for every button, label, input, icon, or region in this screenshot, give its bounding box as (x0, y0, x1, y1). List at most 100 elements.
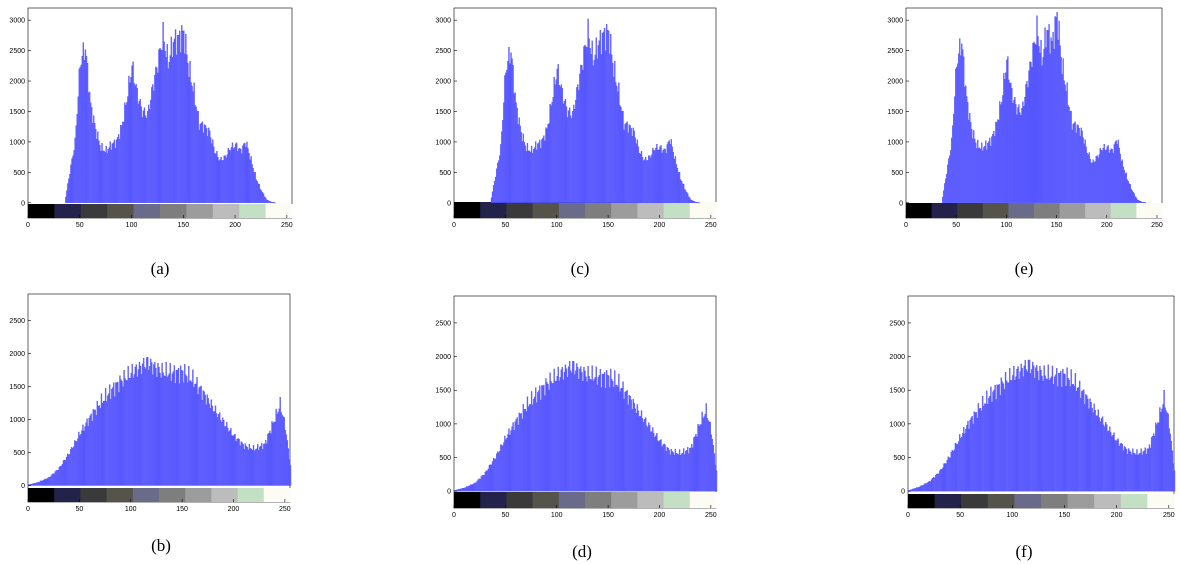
histogram-bar (1104, 150, 1106, 203)
histogram-bar (953, 449, 956, 492)
histogram-bar (267, 200, 269, 203)
histogram-bar (252, 445, 255, 486)
histogram-bar (228, 431, 230, 486)
histogram-bar (260, 190, 263, 203)
histogram-bar (926, 482, 928, 492)
colorbar-segment (689, 492, 717, 508)
histogram-bar (155, 367, 157, 486)
histogram-bar (964, 86, 966, 203)
histogram-bar (180, 370, 183, 486)
histogram-bar (1150, 437, 1153, 492)
histogram-bar (273, 202, 275, 204)
histogram-bar (1158, 422, 1160, 492)
histogram-bar (623, 398, 625, 492)
histogram-bar (526, 396, 529, 492)
histogram-bar (543, 135, 545, 203)
colorbar-segment (987, 494, 1015, 508)
histogram-bar (548, 123, 550, 203)
histogram-bar (671, 146, 673, 203)
histogram-bar (93, 410, 95, 486)
histogram-bar (1087, 154, 1089, 203)
histogram-bar (1038, 46, 1040, 203)
histogram-bar (163, 375, 165, 486)
histogram-bar (109, 384, 111, 486)
histogram-bar (240, 441, 242, 486)
histogram-bar (480, 476, 482, 492)
histogram-bar (1083, 389, 1085, 492)
histogram-bar (212, 139, 214, 203)
histogram-bar (499, 451, 501, 492)
histogram-bar (149, 366, 151, 486)
histogram-bar (1082, 137, 1084, 203)
histogram-bar (982, 150, 984, 203)
histogram-bar (987, 404, 989, 492)
histogram-bar (704, 414, 706, 492)
histogram-bar (577, 367, 579, 492)
histogram-bar (706, 418, 708, 492)
histogram-bar (696, 436, 698, 492)
histogram-bar (612, 380, 614, 492)
histogram-bar (536, 402, 538, 492)
histogram-bar (213, 411, 216, 486)
histogram-bar (670, 139, 672, 203)
histogram-bar (557, 64, 559, 203)
histogram-bar (241, 153, 243, 203)
histogram-bar (995, 399, 997, 492)
y-tick-label: 2500 (435, 48, 451, 55)
histogram-bar (269, 200, 271, 203)
histogram-bar (1093, 162, 1095, 203)
histogram-bar (500, 444, 502, 492)
histogram-bar (264, 197, 267, 203)
histogram-bar (205, 404, 207, 486)
histogram-bar (558, 380, 560, 492)
histogram-bar (156, 377, 158, 486)
histogram-bar (250, 448, 253, 486)
colorbar-segment (80, 204, 108, 218)
histogram-bar (964, 433, 966, 492)
histogram-bar (954, 443, 957, 492)
histogram-bar (92, 123, 94, 203)
histogram-bar (205, 128, 208, 203)
histogram-bar (159, 372, 161, 486)
histogram-bar (146, 357, 148, 486)
histogram-bar (548, 389, 550, 492)
histogram-bar (66, 190, 68, 203)
histogram-bar (1032, 43, 1034, 203)
histogram-bar (1067, 105, 1069, 203)
x-tick-label: 50 (75, 506, 83, 513)
histogram-bar (1038, 380, 1040, 492)
histogram-bar (169, 55, 171, 203)
histogram-bar (703, 416, 705, 492)
histogram-bar (193, 387, 195, 486)
colorbar-segment (1034, 203, 1061, 218)
histogram-bar (967, 420, 969, 492)
histogram-bar (468, 485, 470, 492)
histogram-bar (477, 479, 479, 492)
histogram-bar (920, 485, 922, 492)
histogram-bar (502, 445, 504, 492)
histogram-bar (984, 403, 986, 492)
histogram-bar (1163, 390, 1165, 492)
histogram-bar (584, 370, 586, 492)
histogram-bar (640, 410, 643, 492)
histogram-bar (713, 453, 716, 492)
histogram-bar (540, 148, 542, 203)
histogram-bar (685, 190, 687, 203)
histogram-bar (945, 463, 947, 492)
x-tick-label: 0 (26, 222, 30, 229)
histogram-bar (638, 153, 641, 203)
histogram-bar (976, 148, 978, 203)
histogram-bar (661, 446, 663, 492)
histogram-bar (632, 399, 634, 492)
histogram-bar (1137, 455, 1139, 492)
histogram-bar (1071, 129, 1073, 203)
histogram-bar (599, 369, 602, 492)
histogram-bar (1099, 148, 1101, 203)
histogram-bar (651, 431, 653, 492)
histogram-bar (567, 366, 570, 492)
histogram-bar (122, 386, 124, 486)
histogram-bar (241, 442, 243, 486)
histogram-bar (493, 458, 496, 492)
histogram-bar (504, 435, 506, 492)
histogram-bar (624, 391, 626, 492)
